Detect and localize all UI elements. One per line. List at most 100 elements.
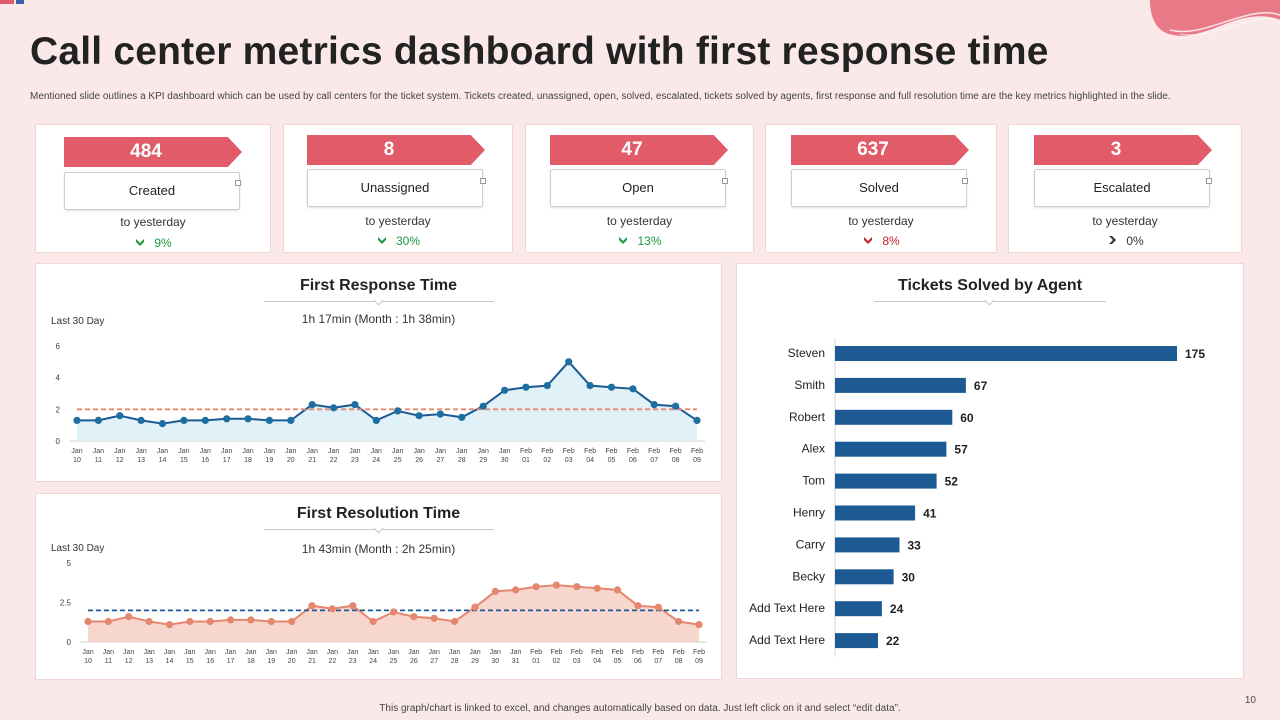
- x-tick-day: 28: [451, 658, 459, 665]
- bar: [835, 537, 900, 553]
- category-label: Smith: [794, 378, 825, 392]
- x-tick-day: 30: [501, 457, 509, 464]
- agents-bar-chart[interactable]: Steven 175 Smith 67 Robert 60 Alex 57 Tom 52 Henry…: [737, 264, 1245, 680]
- x-tick-day: 11: [105, 658, 112, 665]
- x-tick-month: Jan: [242, 448, 253, 455]
- data-point: [125, 613, 133, 621]
- x-tick-day: 01: [532, 658, 540, 665]
- x-tick-month: Feb: [530, 649, 542, 656]
- x-tick-month: Jan: [123, 649, 134, 656]
- x-tick-month: Jan: [178, 448, 189, 455]
- kpi-card-unassigned[interactable]: 8 Unassigned to yesterday 30%: [283, 124, 513, 253]
- x-tick-month: Jan: [367, 649, 378, 656]
- data-point: [471, 603, 479, 611]
- x-tick-month: Jan: [392, 448, 403, 455]
- x-tick-day: 10: [73, 457, 81, 464]
- x-tick-day: 13: [137, 457, 145, 464]
- x-tick-month: Jan: [499, 448, 510, 455]
- data-point: [73, 416, 81, 424]
- first-resolution-panel: First Resolution Time 1h 43min (Month : …: [35, 493, 722, 680]
- kpi-compare-text: to yesterday: [848, 214, 914, 228]
- x-tick-month: Jan: [264, 448, 275, 455]
- data-point: [430, 614, 438, 622]
- data-point: [201, 416, 209, 424]
- x-tick-day: 13: [145, 658, 153, 665]
- data-point: [654, 603, 662, 611]
- x-tick-day: 18: [244, 457, 252, 464]
- data-point: [629, 385, 637, 393]
- data-label: 33: [907, 538, 921, 552]
- kpi-change: 30%: [284, 234, 512, 248]
- data-point: [451, 617, 459, 626]
- y-tick-label: 5: [67, 559, 72, 568]
- x-tick-day: 07: [650, 457, 658, 464]
- y-tick-label: 6: [56, 342, 61, 351]
- x-tick-month: Jan: [200, 448, 211, 455]
- x-tick-day: 23: [351, 457, 359, 464]
- x-tick-day: 22: [330, 457, 338, 464]
- kpi-change: 0%: [1009, 234, 1241, 248]
- x-tick-day: 30: [491, 658, 499, 665]
- x-tick-month: Jan: [371, 448, 382, 455]
- x-tick-month: Feb: [670, 448, 682, 455]
- chevron-down-icon: [376, 234, 388, 248]
- kpi-card-open[interactable]: 47 Open to yesterday 13%: [525, 124, 754, 253]
- kpi-card-solved[interactable]: 637 Solved to yesterday 8%: [765, 124, 997, 253]
- x-tick-month: Jan: [490, 649, 501, 656]
- x-tick-month: Jan: [286, 649, 297, 656]
- x-tick-month: Jan: [285, 448, 296, 455]
- x-tick-day: 21: [308, 658, 316, 665]
- data-point: [369, 617, 377, 626]
- first-resolution-chart[interactable]: 0 2.5 5 Jan 10 Jan 11 Jan 12 Jan 13 Jan 14 Jan 15 Jan 16…: [36, 494, 723, 681]
- chevron-down-icon: [617, 234, 629, 248]
- x-tick-day: 05: [608, 457, 616, 464]
- x-tick-day: 09: [693, 457, 701, 464]
- resize-handle-icon: [962, 178, 968, 184]
- data-point: [351, 401, 359, 409]
- kpi-change-value: 8%: [882, 234, 900, 248]
- y-tick-label: 0: [56, 437, 61, 446]
- kpi-compare-text: to yesterday: [1092, 214, 1158, 228]
- y-tick-label: 2.5: [60, 599, 72, 608]
- corner-accent-red: [0, 0, 14, 4]
- data-point: [288, 617, 296, 626]
- x-tick-day: 04: [586, 457, 594, 464]
- kpi-change-value: 0%: [1126, 234, 1144, 248]
- x-tick-month: Jan: [205, 649, 216, 656]
- kpi-card-created[interactable]: 484 Created to yesterday 9%: [35, 124, 271, 253]
- corner-accent-blue: [16, 0, 24, 4]
- x-tick-day: 03: [565, 457, 573, 464]
- category-label: Becky: [792, 569, 825, 583]
- x-tick-month: Jan: [82, 649, 93, 656]
- x-tick-month: Jan: [245, 649, 256, 656]
- first-resolution-period: Last 30 Day: [51, 543, 105, 554]
- kpi-label: Escalated: [1034, 169, 1210, 207]
- category-label: Carry: [796, 537, 825, 551]
- x-tick-day: 11: [95, 457, 102, 464]
- x-tick-month: Jan: [408, 649, 419, 656]
- x-tick-month: Jan: [456, 448, 467, 455]
- x-tick-month: Jan: [307, 448, 318, 455]
- x-tick-day: 09: [695, 658, 703, 665]
- x-tick-day: 28: [458, 457, 466, 464]
- data-point: [522, 383, 530, 391]
- x-tick-month: Jan: [449, 649, 460, 656]
- kpi-value: 484: [64, 137, 242, 167]
- first-response-chart[interactable]: 0246Jan10Jan11Jan12Jan13Jan14Jan15Jan16J…: [36, 264, 723, 483]
- data-point: [479, 402, 487, 410]
- category-label: Add Text Here: [749, 633, 825, 647]
- bar: [835, 377, 966, 393]
- kpi-card-escalated[interactable]: 3 Escalated to yesterday 0%: [1008, 124, 1242, 253]
- footer-note: This graph/chart is linked to excel, and…: [379, 703, 901, 714]
- resize-handle-icon: [480, 178, 486, 184]
- x-tick-month: Jan: [225, 649, 236, 656]
- category-label: Alex: [802, 442, 825, 456]
- data-point: [186, 617, 194, 626]
- kpi-change-value: 9%: [154, 236, 172, 250]
- data-point: [247, 616, 255, 624]
- data-point: [328, 605, 336, 613]
- data-label: 52: [945, 475, 959, 489]
- x-tick-day: 10: [84, 658, 92, 665]
- data-label: 67: [974, 379, 988, 393]
- x-tick-day: 22: [329, 658, 337, 665]
